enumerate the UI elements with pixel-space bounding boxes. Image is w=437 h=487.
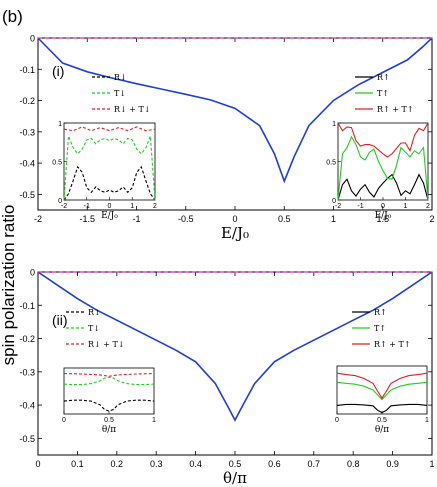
inset-x-tick-label: 0 xyxy=(62,417,66,424)
inset-series-line-2 xyxy=(63,135,156,201)
y-tick-label: -0.4 xyxy=(19,401,35,411)
inset-x-tick-label: -2 xyxy=(61,203,67,210)
plot-frame xyxy=(37,271,433,456)
inset-y-tick-label: 0.5 xyxy=(52,160,62,167)
inset-x-tick-label: 0 xyxy=(381,203,385,210)
inset-x-tick-label: 0 xyxy=(108,203,112,210)
legend-label: R↓ + T↓ xyxy=(88,340,125,349)
inset-1-1: -2 -1 0 1 210.50E/J₀R↓T↓R↓ + T↓ xyxy=(52,73,157,221)
x-tick-label: 0.1 xyxy=(71,459,84,469)
x-tick-label: 0.2 xyxy=(111,459,124,469)
x-tick-label: 0.4 xyxy=(189,459,202,469)
x-tick-label: 1 xyxy=(331,214,336,224)
x-tick-label: 0.6 xyxy=(268,459,281,469)
y-tick-label: -0.1 xyxy=(19,301,35,311)
y-tick-label: 0 xyxy=(30,34,35,44)
x-tick-label: 0.8 xyxy=(347,459,360,469)
inset-x-tick-label: 0 xyxy=(335,417,339,424)
x-tick-label: 1.5 xyxy=(376,214,389,224)
inset-series-line-1 xyxy=(337,173,429,201)
y-tick-label: -0.5 xyxy=(19,434,35,444)
shared-y-axis-label: spin polarization ratio xyxy=(0,205,18,366)
legend-label: R↑ xyxy=(374,308,387,317)
inset-2-2: 0 0.5 1 θ/π R↑ T↑ R↑ + T↑ xyxy=(335,308,429,435)
inset-y-tick-label: 1 xyxy=(332,121,336,128)
legend-label: R↓ + T↓ xyxy=(114,105,151,114)
figure-label: (b) xyxy=(2,7,23,26)
inset-x-tick-label: 2 xyxy=(153,203,157,210)
series-line-1 xyxy=(37,271,433,422)
inset-x-tick-label: 0.5 xyxy=(377,417,387,424)
x-tick-label: -1 xyxy=(132,214,140,224)
y-tick-label: -0.5 xyxy=(19,190,35,200)
inset-x-tick-label: 1 xyxy=(425,417,429,424)
series-line-1 xyxy=(37,37,433,184)
inset-y-tick-label: 0.5 xyxy=(326,160,336,167)
x-tick-label: -0.5 xyxy=(178,214,194,224)
y-tick-label: 0 xyxy=(30,268,35,278)
inset-2-1: 0 0.5 1 θ/π R↓ T↓ R↓ + T↓ xyxy=(62,308,156,435)
inset-frame xyxy=(63,122,156,201)
inset-x-tick-label: 1 xyxy=(130,203,134,210)
inset-x-tick-label: 2 xyxy=(426,203,430,210)
inset-x-tick-label: -2 xyxy=(335,203,341,210)
x-tick-label: 0 xyxy=(232,214,237,224)
inset-series-line-2 xyxy=(337,135,429,201)
inset-x-tick-label: 0.5 xyxy=(104,417,114,424)
legend-label: T↑ xyxy=(377,89,389,98)
x-axis-label: E/J₀ xyxy=(221,224,249,242)
legend-label: R↑ xyxy=(377,73,390,82)
inset-series-line-3 xyxy=(63,126,156,132)
inset-x-tick-label: 1 xyxy=(404,203,408,210)
y-tick-label: -0.1 xyxy=(19,65,35,75)
y-tick-label: -0.3 xyxy=(19,367,35,377)
panel-label: (i) xyxy=(52,63,64,79)
inset-frame xyxy=(336,365,428,415)
y-tick-label: -0.2 xyxy=(19,96,35,106)
inset-x-tick-label: -1 xyxy=(84,203,90,210)
inset-1-2: -2 -1 0 1 210.50E/J₀R↑T↑R↑ + T↑ xyxy=(326,73,430,221)
x-tick-label: 1 xyxy=(429,459,434,469)
panel-2: 0 0.1 0.2 0.3 0.4 0.5 0.6 0.7 0.8 0.9 1 0 -0.1 -0.2 -0… xyxy=(19,268,434,487)
x-tick-label: 2 xyxy=(429,214,434,224)
x-tick-label: 0.5 xyxy=(229,459,242,469)
inset-frame xyxy=(63,367,155,415)
x-tick-label: 0.5 xyxy=(278,214,291,224)
panel-1: -2 -1.5 -1 -0.5 0 0.5 1 1.5 2 0 -0.1 -0.2 -0.3 -0.4 -0… xyxy=(19,34,434,243)
x-axis-label: θ/π xyxy=(223,469,247,487)
legend-label: T↓ xyxy=(88,324,100,333)
x-tick-label: 0.7 xyxy=(308,459,321,469)
x-tick-label: 0.9 xyxy=(386,459,399,469)
x-tick-label: 0 xyxy=(35,459,40,469)
inset-x-axis-label: E/J₀ xyxy=(375,211,392,221)
panel-label: (ii) xyxy=(52,312,68,328)
x-tick-label: -2 xyxy=(34,214,42,224)
y-tick-label: -0.3 xyxy=(19,127,35,137)
inset-series-line-3 xyxy=(63,372,155,377)
legend-label: R↑ + T↑ xyxy=(377,105,414,114)
y-tick-label: -0.4 xyxy=(19,159,35,169)
x-tick-label: 0.3 xyxy=(150,459,163,469)
inset-x-axis-label: θ/π xyxy=(375,425,389,435)
legend-label: R↓ xyxy=(88,308,101,317)
inset-x-tick-label: -1 xyxy=(357,203,363,210)
inset-y-tick-label: 1 xyxy=(58,121,62,128)
x-tick-label: -1.5 xyxy=(79,214,95,224)
inset-x-tick-label: 1 xyxy=(152,417,156,424)
legend-label: R↑ + T↑ xyxy=(374,340,411,349)
inset-y-tick-label: 0 xyxy=(332,198,336,205)
legend-label: T↑ xyxy=(374,324,386,333)
legend-label: T↓ xyxy=(114,89,126,98)
inset-x-axis-label: E/J₀ xyxy=(101,211,118,221)
inset-x-axis-label: θ/π xyxy=(102,425,116,435)
inset-y-tick-label: 0 xyxy=(58,198,62,205)
legend-label: R↓ xyxy=(114,73,127,82)
y-tick-label: -0.2 xyxy=(19,334,35,344)
